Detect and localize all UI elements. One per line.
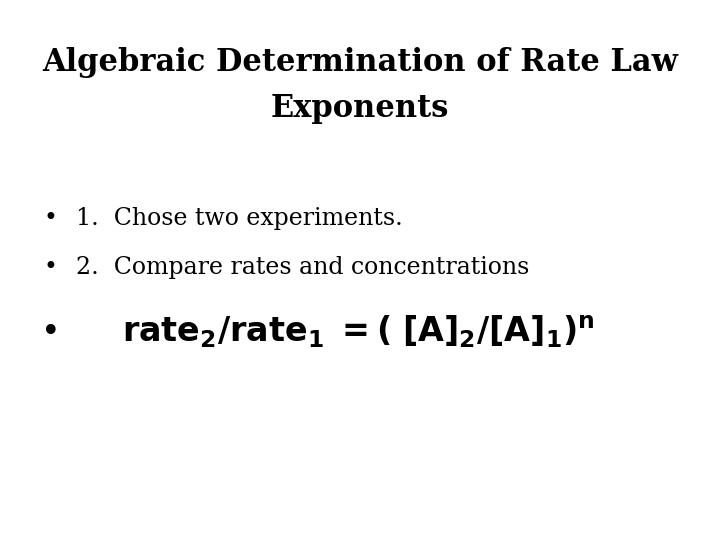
Text: •: •	[40, 315, 60, 349]
Text: Algebraic Determination of Rate Law: Algebraic Determination of Rate Law	[42, 46, 678, 78]
Text: $\mathbf{rate_2/rate_1\ =(\ [A]_2/[A]_1)^n}$: $\mathbf{rate_2/rate_1\ =(\ [A]_2/[A]_1)…	[122, 314, 595, 350]
Text: Exponents: Exponents	[271, 92, 449, 124]
Text: •: •	[43, 207, 58, 230]
Text: 1.  Chose two experiments.: 1. Chose two experiments.	[76, 207, 402, 230]
Text: 2.  Compare rates and concentrations: 2. Compare rates and concentrations	[76, 256, 529, 279]
Text: •: •	[43, 256, 58, 279]
